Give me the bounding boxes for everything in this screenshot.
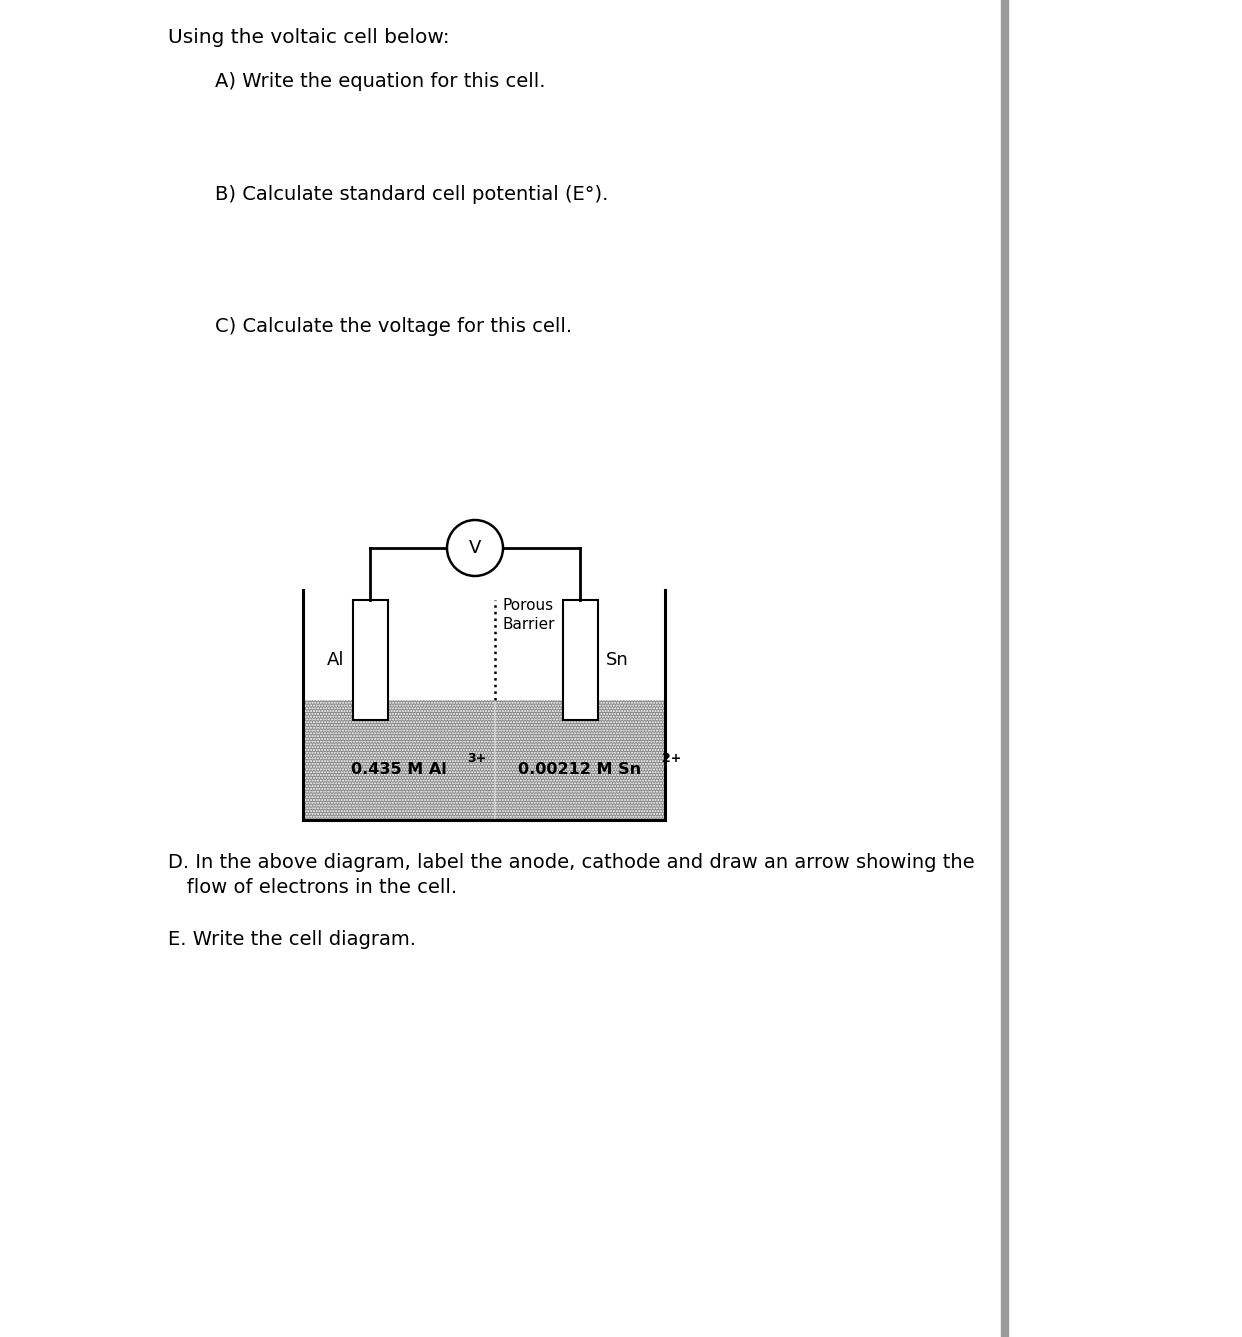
Text: C) Calculate the voltage for this cell.: C) Calculate the voltage for this cell.: [215, 317, 573, 336]
Text: A) Write the equation for this cell.: A) Write the equation for this cell.: [215, 72, 545, 91]
Text: Using the voltaic cell below:: Using the voltaic cell below:: [168, 28, 450, 47]
Bar: [496, 701, 664, 820]
Text: V: V: [468, 539, 481, 558]
Text: B) Calculate standard cell potential (E°).: B) Calculate standard cell potential (E°…: [215, 185, 609, 205]
Text: E. Write the cell diagram.: E. Write the cell diagram.: [168, 931, 416, 949]
Text: Porous
Barrier: Porous Barrier: [503, 598, 555, 631]
Bar: [563, 600, 597, 721]
Bar: [303, 701, 496, 820]
Text: D. In the above diagram, label the anode, cathode and draw an arrow showing the
: D. In the above diagram, label the anode…: [168, 853, 975, 897]
Text: Al: Al: [327, 651, 344, 668]
Text: 0.00212 M Sn: 0.00212 M Sn: [518, 762, 642, 778]
Bar: [353, 600, 388, 721]
Circle shape: [447, 520, 503, 576]
Text: Sn: Sn: [606, 651, 628, 668]
Text: 3+: 3+: [467, 751, 487, 765]
Bar: [303, 701, 496, 820]
Bar: [496, 701, 664, 820]
Text: 0.435 M Al: 0.435 M Al: [351, 762, 447, 778]
Text: 2+: 2+: [662, 751, 682, 765]
